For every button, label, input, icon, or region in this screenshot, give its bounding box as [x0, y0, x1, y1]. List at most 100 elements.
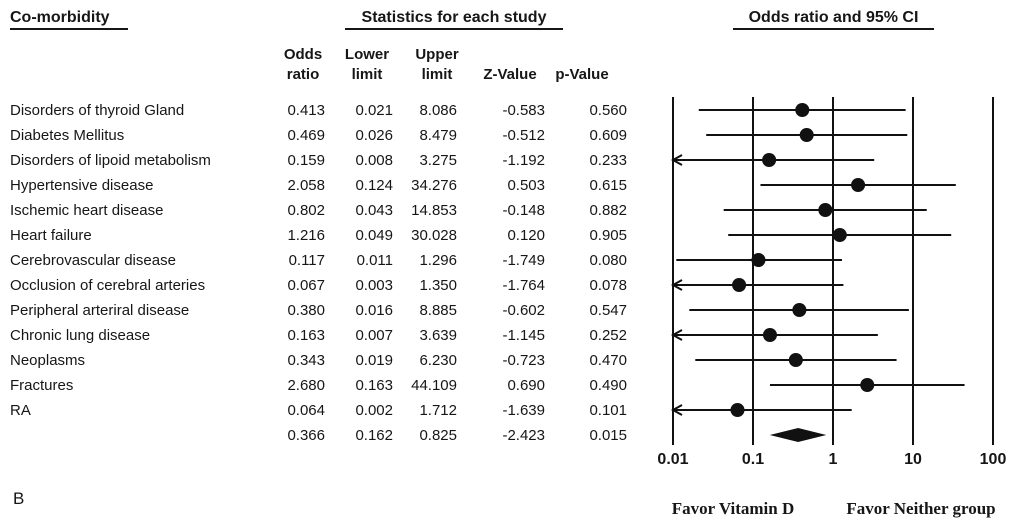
table-row: Disorders of lipoid metabolism 0.159 0.008…	[0, 148, 1032, 173]
cell-odds-ratio: 0.343	[287, 352, 325, 369]
left-arrow-icon	[670, 154, 683, 166]
cell-z-value: 0.690	[507, 377, 545, 394]
cell-lower-limit: 0.019	[355, 352, 393, 369]
axis-tick-label-100: 100	[979, 451, 1007, 468]
column-header-p-value: p-Value	[540, 45, 624, 85]
cell-p-value: 0.252	[589, 327, 627, 344]
cell-upper-limit: 1.350	[419, 277, 457, 294]
point-estimate-dot	[795, 103, 810, 117]
left-arrow-icon	[670, 279, 683, 291]
table-row: Disorders of thyroid Gland 0.413 0.021 8.08…	[0, 98, 1032, 123]
cell-p-value: 0.101	[589, 402, 627, 419]
cell-lower-limit: 0.026	[355, 127, 393, 144]
cell-label: Occlusion of cerebral arteries	[10, 277, 206, 294]
comorbidity-header: Co-morbidity	[10, 9, 128, 30]
cell-p-value: 0.560	[589, 102, 627, 119]
cell-z-value: -1.639	[502, 402, 545, 419]
cell-p-value: 0.882	[589, 202, 627, 219]
table-row: Occlusion of cerebral arteries 0.067 0.003…	[0, 273, 1032, 298]
column-header-line: ratio	[286, 66, 320, 83]
cell-label: Neoplasms	[10, 352, 86, 369]
table-row: Hypertensive disease 2.058 0.124 34.276 0.50…	[0, 173, 1032, 198]
cell-odds-ratio: 1.216	[287, 227, 325, 244]
table-row-overall: 0.366 0.162 0.825 -2.423 0.015	[0, 423, 1032, 448]
cell-odds-ratio: 0.413	[287, 102, 325, 119]
cell-label: Peripheral arteriral disease	[10, 302, 190, 319]
cell-lower-limit: 0.021	[355, 102, 393, 119]
cell-upper-limit: 8.086	[419, 102, 457, 119]
cell-lower-limit: 0.049	[355, 227, 393, 244]
cell-lower-limit: 0.003	[355, 277, 393, 294]
overall-diamond	[769, 428, 827, 442]
column-header-line: Upper	[415, 46, 459, 63]
cell-lower-limit: 0.043	[355, 202, 393, 219]
column-header-line: Z-Value	[483, 66, 537, 83]
cell-odds-ratio: 0.366	[287, 427, 325, 444]
cell-p-value: 0.015	[589, 427, 627, 444]
cell-upper-limit: 14.853	[411, 202, 457, 219]
cell-odds-ratio: 2.058	[287, 177, 325, 194]
cell-upper-limit: 30.028	[411, 227, 457, 244]
axis-tick-label-0.01: 0.01	[657, 451, 689, 468]
cell-odds-ratio: 0.163	[287, 327, 325, 344]
cell-odds-ratio: 2.680	[287, 377, 325, 394]
cell-label: Heart failure	[10, 227, 92, 244]
cell-lower-limit: 0.007	[355, 327, 393, 344]
table-row: Diabetes Mellitus 0.469 0.026 8.479 -0.512 0.…	[0, 123, 1032, 148]
cell-z-value: -0.583	[502, 102, 545, 119]
favor-vitamin-d-label: Favor Vitamin D	[671, 499, 795, 518]
cell-z-value: -0.723	[502, 352, 545, 369]
cell-lower-limit: 0.163	[355, 377, 393, 394]
cell-lower-limit: 0.016	[355, 302, 393, 319]
cell-p-value: 0.078	[589, 277, 627, 294]
cell-lower-limit: 0.011	[356, 252, 393, 269]
cell-label: Fractures	[10, 377, 74, 394]
cell-odds-ratio: 0.159	[287, 152, 325, 169]
cell-z-value: -0.512	[502, 127, 545, 144]
cell-lower-limit: 0.008	[355, 152, 393, 169]
cell-odds-ratio: 0.802	[287, 202, 325, 219]
cell-odds-ratio: 0.117	[288, 252, 325, 269]
axis-tick-label-1: 1	[828, 451, 838, 468]
chart-header: Odds ratio and 95% CI	[733, 9, 934, 30]
cell-upper-limit: 0.825	[419, 427, 457, 444]
panel-label: B	[13, 489, 25, 508]
cell-p-value: 0.905	[589, 227, 627, 244]
point-estimate-dot	[860, 378, 875, 392]
cell-p-value: 0.490	[589, 377, 627, 394]
table-row: RA 0.064 0.002 1.712 -1.639 0.101	[0, 398, 1032, 423]
cell-z-value: 0.503	[507, 177, 545, 194]
forest-plot	[670, 97, 994, 445]
point-estimate-dot	[762, 328, 777, 342]
column-header-z-value: Z-Value	[468, 45, 552, 85]
cell-z-value: -0.602	[502, 302, 545, 319]
column-header-line: Odds	[283, 46, 323, 63]
column-header-line	[540, 45, 624, 65]
cell-p-value: 0.615	[589, 177, 627, 194]
point-estimate-dot	[730, 403, 745, 417]
cell-label: Hypertensive disease	[10, 177, 154, 194]
cell-p-value: 0.470	[589, 352, 627, 369]
table-row: Cerebrovascular disease 0.117 0.011 1.296 -1…	[0, 248, 1032, 273]
left-arrow-icon	[670, 404, 683, 416]
cell-z-value: -1.192	[502, 152, 545, 169]
point-estimate-dot	[818, 203, 833, 217]
favor-neither-group-label: Favor Neither group	[846, 499, 996, 518]
column-header-line: limit	[421, 66, 453, 83]
table-row: Peripheral arteriral disease 0.380 0.016 8.…	[0, 298, 1032, 323]
axis-tick-label-0.1: 0.1	[741, 451, 765, 468]
table-row: Chronic lung disease 0.163 0.007 3.639 -1.14…	[0, 323, 1032, 348]
cell-z-value: 0.120	[507, 227, 545, 244]
cell-label: Diabetes Mellitus	[10, 127, 125, 144]
cell-lower-limit: 0.162	[355, 427, 393, 444]
left-arrow-icon	[670, 329, 683, 341]
cell-upper-limit: 8.885	[419, 302, 457, 319]
point-estimate-dot	[762, 153, 777, 167]
cell-p-value: 0.233	[589, 152, 627, 169]
column-header-lower-limit: Lower limit	[325, 45, 409, 85]
point-estimate-dot	[799, 128, 814, 142]
cell-z-value: -1.145	[502, 327, 545, 344]
cell-z-value: -2.423	[502, 427, 545, 444]
cell-upper-limit: 1.296	[419, 252, 457, 269]
column-header-odds-ratio: Odds ratio	[261, 45, 345, 85]
